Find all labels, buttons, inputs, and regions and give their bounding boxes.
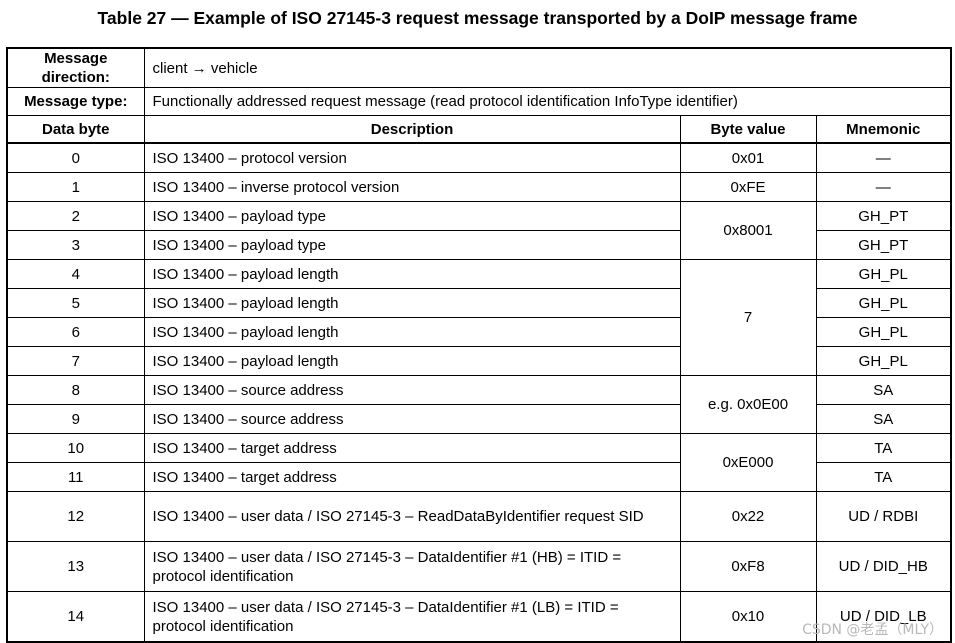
mnemonic-cell: GH_PT bbox=[815, 230, 952, 260]
data-byte-cell: 8 bbox=[6, 375, 145, 405]
byte-value-cell: 0x10 bbox=[679, 591, 817, 643]
data-byte-cell: 6 bbox=[6, 317, 145, 347]
table-row: 1 ISO 13400 – inverse protocol version 0… bbox=[6, 172, 952, 202]
direction-value: client → vehicle bbox=[143, 47, 952, 88]
table-row: 11 ISO 13400 – target address TA bbox=[6, 462, 952, 492]
table-title: Table 27 — Example of ISO 27145-3 reques… bbox=[97, 8, 858, 28]
type-label: Message type: bbox=[6, 87, 145, 116]
col-header-data-byte: Data byte bbox=[6, 115, 145, 144]
data-byte-cell: 11 bbox=[6, 462, 145, 492]
table-row: 13 ISO 13400 – user data / ISO 27145-3 –… bbox=[6, 541, 952, 592]
data-byte-cell: 10 bbox=[6, 433, 145, 463]
byte-value-cell: 0xFE bbox=[679, 172, 817, 202]
data-byte-cell: 0 bbox=[6, 142, 145, 173]
mnemonic-cell: SA bbox=[815, 404, 952, 434]
mnemonic-cell: SA bbox=[815, 375, 952, 405]
byte-value-cell: 0x22 bbox=[679, 491, 817, 542]
description-cell: ISO 13400 – payload type bbox=[143, 201, 681, 231]
data-byte-cell: 1 bbox=[6, 172, 145, 202]
table-row: 12 ISO 13400 – user data / ISO 27145-3 –… bbox=[6, 491, 952, 542]
mnemonic-cell: TA bbox=[815, 462, 952, 492]
table-row: 2 ISO 13400 – payload type 0x8001 GH_PT bbox=[6, 201, 952, 260]
description-cell: ISO 13400 – target address bbox=[143, 433, 681, 463]
data-byte-cell: 5 bbox=[6, 288, 145, 318]
table-row: 0 ISO 13400 – protocol version 0x01 — bbox=[6, 142, 952, 173]
direction-row: Message direction: client → vehicle bbox=[6, 47, 952, 88]
table-row: 9 ISO 13400 – source address SA bbox=[6, 404, 952, 434]
description-cell: ISO 13400 – source address bbox=[143, 375, 681, 405]
mnemonic-cell: UD / RDBI bbox=[815, 491, 952, 542]
data-byte-cell: 3 bbox=[6, 230, 145, 260]
table-row: 4 ISO 13400 – payload length 7 GH_PL bbox=[6, 259, 952, 376]
mnemonic-cell: GH_PT bbox=[815, 201, 952, 231]
direction-label: Message direction: bbox=[6, 47, 145, 88]
description-cell: ISO 13400 – target address bbox=[143, 462, 681, 492]
data-byte-cell: 4 bbox=[6, 259, 145, 289]
mnemonic-cell: GH_PL bbox=[815, 288, 952, 318]
byte-value-cell: 0xE000 bbox=[679, 433, 817, 492]
table-row: 10 ISO 13400 – target address 0xE000 TA bbox=[6, 433, 952, 492]
mnemonic-cell: — bbox=[815, 172, 952, 202]
byte-value-cell: e.g. 0x0E00 bbox=[679, 375, 817, 434]
mnemonic-cell: GH_PL bbox=[815, 346, 952, 376]
col-header-byte-value: Byte value bbox=[679, 115, 817, 144]
byte-value-cell: 0x8001 bbox=[679, 201, 817, 260]
table-row: 5 ISO 13400 – payload length GH_PL bbox=[6, 288, 952, 318]
description-cell: ISO 13400 – inverse protocol version bbox=[143, 172, 681, 202]
column-header-row: Data byte Description Byte value Mnemoni… bbox=[6, 115, 952, 144]
table-row: 7 ISO 13400 – payload length GH_PL bbox=[6, 346, 952, 376]
type-value: Functionally addressed request message (… bbox=[143, 87, 952, 116]
mnemonic-cell: UD / DID_HB bbox=[815, 541, 952, 592]
description-cell: ISO 13400 – user data / ISO 27145-3 – Da… bbox=[143, 591, 681, 643]
description-cell: ISO 13400 – payload type bbox=[143, 230, 681, 260]
data-byte-cell: 2 bbox=[6, 201, 145, 231]
description-cell: ISO 13400 – payload length bbox=[143, 346, 681, 376]
mnemonic-cell: GH_PL bbox=[815, 317, 952, 347]
description-cell: ISO 13400 – source address bbox=[143, 404, 681, 434]
mnemonic-cell: — bbox=[815, 142, 952, 173]
doip-message-table: Message direction: client → vehicle Mess… bbox=[6, 47, 953, 643]
table-row: 14 ISO 13400 – user data / ISO 27145-3 –… bbox=[6, 591, 952, 643]
byte-value-cell: 0x01 bbox=[679, 142, 817, 173]
table-row: 8 ISO 13400 – source address e.g. 0x0E00… bbox=[6, 375, 952, 434]
byte-value-cell: 0xF8 bbox=[679, 541, 817, 592]
data-byte-cell: 12 bbox=[6, 491, 145, 542]
watermark: CSDN @老孟（MLY） bbox=[802, 622, 943, 638]
description-cell: ISO 13400 – payload length bbox=[143, 317, 681, 347]
mnemonic-cell: UD / DID_LB bbox=[815, 591, 952, 643]
description-cell: ISO 13400 – payload length bbox=[143, 259, 681, 289]
description-cell: ISO 13400 – payload length bbox=[143, 288, 681, 318]
description-cell: ISO 13400 – user data / ISO 27145-3 – Re… bbox=[143, 491, 681, 542]
col-header-mnemonic: Mnemonic bbox=[815, 115, 952, 144]
type-row: Message type: Functionally addressed req… bbox=[6, 87, 952, 116]
mnemonic-cell: TA bbox=[815, 433, 952, 463]
description-cell: ISO 13400 – protocol version bbox=[143, 142, 681, 173]
description-cell: ISO 13400 – user data / ISO 27145-3 – Da… bbox=[143, 541, 681, 592]
col-header-description: Description bbox=[143, 115, 681, 144]
byte-value-cell: 7 bbox=[679, 259, 817, 376]
data-byte-cell: 7 bbox=[6, 346, 145, 376]
data-byte-cell: 14 bbox=[6, 591, 145, 643]
mnemonic-cell: GH_PL bbox=[815, 259, 952, 289]
data-byte-cell: 9 bbox=[6, 404, 145, 434]
data-byte-cell: 13 bbox=[6, 541, 145, 592]
